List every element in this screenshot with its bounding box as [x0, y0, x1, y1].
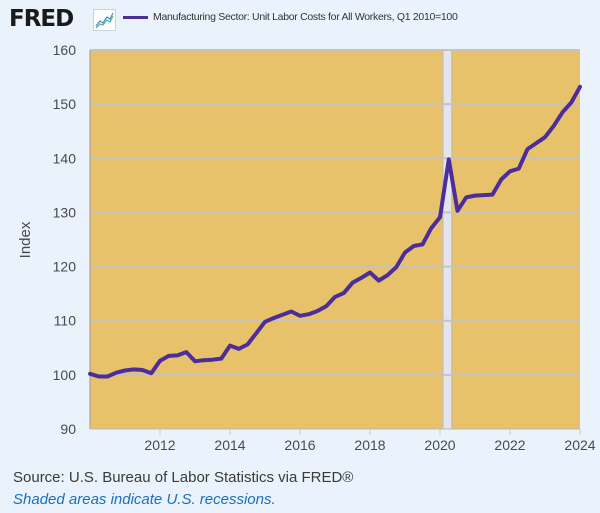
y-axis-ticks: 90 100 110 120 130 140 150 160 — [53, 42, 77, 437]
data-point[interactable] — [517, 167, 521, 171]
gridlines — [90, 49, 580, 376]
data-point[interactable] — [97, 374, 101, 378]
data-point[interactable] — [429, 226, 433, 230]
data-point[interactable] — [447, 157, 451, 161]
data-point[interactable] — [202, 358, 206, 362]
data-point[interactable] — [211, 358, 215, 362]
data-point[interactable] — [386, 273, 390, 277]
x-tick-label: 2018 — [354, 437, 385, 453]
data-point[interactable] — [394, 265, 398, 269]
x-tick-label: 2020 — [424, 437, 455, 453]
data-point[interactable] — [403, 250, 407, 254]
data-point[interactable] — [491, 193, 495, 197]
data-point[interactable] — [88, 372, 92, 376]
legend-label: Manufacturing Sector: Unit Labor Costs f… — [153, 11, 458, 23]
series-line[interactable] — [88, 84, 582, 379]
y-tick-label: 110 — [54, 313, 77, 329]
data-point[interactable] — [307, 312, 311, 316]
data-point[interactable] — [412, 244, 416, 248]
recession-bands — [442, 49, 453, 430]
y-tick-label: 160 — [53, 42, 77, 58]
chart-header: FRED Manufacturing Sector: Unit Labor Co… — [0, 0, 600, 40]
data-point[interactable] — [526, 147, 530, 151]
data-point[interactable] — [421, 242, 425, 246]
data-point[interactable] — [324, 304, 328, 308]
data-point[interactable] — [482, 193, 486, 197]
y-tick-label: 120 — [53, 259, 77, 275]
y-tick-label: 150 — [53, 96, 77, 112]
data-point[interactable] — [272, 316, 276, 320]
data-point[interactable] — [534, 141, 538, 145]
data-point[interactable] — [219, 357, 223, 361]
data-point[interactable] — [237, 347, 241, 351]
data-point[interactable] — [149, 371, 153, 375]
x-tick-label: 2016 — [284, 437, 315, 453]
data-point[interactable] — [508, 169, 512, 173]
y-tick-label: 100 — [53, 367, 77, 383]
data-point[interactable] — [359, 276, 363, 280]
data-point[interactable] — [254, 331, 258, 335]
data-point[interactable] — [561, 110, 565, 114]
data-point[interactable] — [569, 101, 573, 105]
data-point[interactable] — [281, 313, 285, 317]
recession-band — [442, 49, 453, 430]
line-chart-icon — [93, 9, 116, 31]
data-point[interactable] — [298, 314, 302, 318]
data-point[interactable] — [132, 367, 136, 371]
data-point[interactable] — [176, 353, 180, 357]
data-point[interactable] — [464, 195, 468, 199]
data-point[interactable] — [368, 271, 372, 275]
y-tick-label: 140 — [53, 150, 77, 166]
data-point[interactable] — [123, 369, 127, 373]
data-point[interactable] — [316, 309, 320, 313]
x-tick-label: 2022 — [494, 437, 525, 453]
data-point[interactable] — [456, 209, 460, 213]
data-point[interactable] — [184, 350, 188, 354]
x-tick-label: 2014 — [214, 437, 245, 453]
data-point[interactable] — [263, 320, 267, 324]
data-point[interactable] — [333, 295, 337, 299]
data-point[interactable] — [141, 368, 145, 372]
x-tick-label: 2012 — [144, 437, 175, 453]
data-point[interactable] — [552, 124, 556, 128]
data-point[interactable] — [473, 194, 477, 198]
y-axis-label: Index — [17, 221, 34, 258]
y-tick-label: 130 — [53, 204, 77, 220]
legend-swatch — [123, 16, 148, 19]
recession-note[interactable]: Shaded areas indicate U.S. recessions. — [13, 491, 276, 508]
data-point[interactable] — [228, 344, 232, 348]
data-point[interactable] — [578, 85, 582, 89]
data-point[interactable] — [351, 281, 355, 285]
data-point[interactable] — [289, 310, 293, 314]
data-point[interactable] — [499, 177, 503, 181]
data-point[interactable] — [543, 135, 547, 139]
y-tick-label: 90 — [60, 421, 76, 437]
data-point[interactable] — [158, 359, 162, 363]
data-point[interactable] — [167, 354, 171, 358]
data-point[interactable] — [114, 371, 118, 375]
source-text: Source: U.S. Bureau of Labor Statistics … — [13, 469, 354, 486]
x-axis-ticks: 2012 2014 2016 2018 2020 2022 2024 — [144, 429, 596, 453]
plot-area — [90, 50, 580, 429]
data-point[interactable] — [246, 343, 250, 347]
data-point[interactable] — [193, 359, 197, 363]
data-point[interactable] — [377, 279, 381, 283]
x-tick-label: 2024 — [564, 437, 595, 453]
data-point[interactable] — [438, 215, 442, 219]
fred-logo[interactable]: FRED — [9, 6, 74, 32]
data-point[interactable] — [106, 374, 110, 378]
data-point[interactable] — [342, 291, 346, 295]
